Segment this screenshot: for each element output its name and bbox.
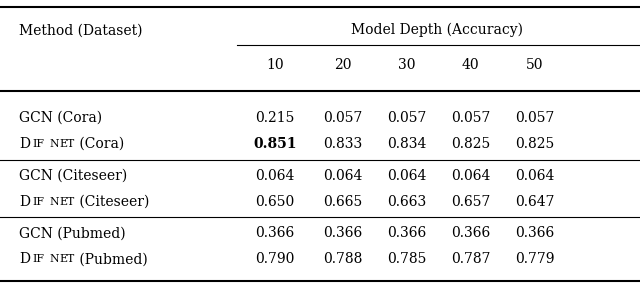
Text: 0.057: 0.057 bbox=[451, 111, 490, 125]
Text: 20: 20 bbox=[333, 58, 351, 72]
Text: 0.057: 0.057 bbox=[387, 111, 426, 125]
Text: (Pubmed): (Pubmed) bbox=[75, 252, 148, 266]
Text: IF: IF bbox=[32, 139, 44, 149]
Text: 0.825: 0.825 bbox=[515, 137, 554, 151]
Text: 0.215: 0.215 bbox=[255, 111, 295, 125]
Text: Method (Dataset): Method (Dataset) bbox=[19, 23, 143, 37]
Text: 0.647: 0.647 bbox=[515, 195, 554, 209]
Text: Model Depth (Accuracy): Model Depth (Accuracy) bbox=[351, 23, 523, 37]
Text: (Cora): (Cora) bbox=[75, 137, 124, 151]
Text: 0.650: 0.650 bbox=[255, 195, 295, 209]
Text: 0.064: 0.064 bbox=[451, 169, 490, 183]
Text: 0.064: 0.064 bbox=[515, 169, 554, 183]
Text: 10: 10 bbox=[266, 58, 284, 72]
Text: IF: IF bbox=[32, 197, 44, 206]
Text: 40: 40 bbox=[461, 58, 479, 72]
Text: 0.787: 0.787 bbox=[451, 252, 490, 266]
Text: (Citeseer): (Citeseer) bbox=[75, 195, 149, 209]
Text: 0.366: 0.366 bbox=[451, 226, 490, 240]
Text: ET: ET bbox=[60, 139, 75, 149]
Text: 0.788: 0.788 bbox=[323, 252, 362, 266]
Text: 0.057: 0.057 bbox=[515, 111, 554, 125]
Text: 30: 30 bbox=[397, 58, 415, 72]
Text: 0.851: 0.851 bbox=[253, 137, 297, 151]
Text: N: N bbox=[50, 139, 60, 149]
Text: 0.779: 0.779 bbox=[515, 252, 554, 266]
Text: N: N bbox=[50, 254, 60, 264]
Text: 0.366: 0.366 bbox=[255, 226, 295, 240]
Text: 0.833: 0.833 bbox=[323, 137, 362, 151]
Text: D: D bbox=[19, 137, 30, 151]
Text: 0.825: 0.825 bbox=[451, 137, 490, 151]
Text: 0.064: 0.064 bbox=[387, 169, 426, 183]
Text: 0.064: 0.064 bbox=[323, 169, 362, 183]
Text: GCN (Citeseer): GCN (Citeseer) bbox=[19, 169, 127, 183]
Text: GCN (Pubmed): GCN (Pubmed) bbox=[19, 226, 126, 240]
Text: 0.064: 0.064 bbox=[255, 169, 295, 183]
Text: 0.663: 0.663 bbox=[387, 195, 426, 209]
Text: ET: ET bbox=[60, 197, 75, 206]
Text: N: N bbox=[50, 197, 60, 206]
Text: D: D bbox=[19, 252, 30, 266]
Text: 0.366: 0.366 bbox=[323, 226, 362, 240]
Text: 0.366: 0.366 bbox=[387, 226, 426, 240]
Text: IF: IF bbox=[32, 254, 44, 264]
Text: ET: ET bbox=[60, 254, 75, 264]
Text: 0.057: 0.057 bbox=[323, 111, 362, 125]
Text: 0.785: 0.785 bbox=[387, 252, 426, 266]
Text: 0.366: 0.366 bbox=[515, 226, 554, 240]
Text: 0.657: 0.657 bbox=[451, 195, 490, 209]
Text: 0.834: 0.834 bbox=[387, 137, 426, 151]
Text: 50: 50 bbox=[525, 58, 543, 72]
Text: D: D bbox=[19, 195, 30, 209]
Text: GCN (Cora): GCN (Cora) bbox=[19, 111, 102, 125]
Text: 0.665: 0.665 bbox=[323, 195, 362, 209]
Text: 0.790: 0.790 bbox=[255, 252, 295, 266]
